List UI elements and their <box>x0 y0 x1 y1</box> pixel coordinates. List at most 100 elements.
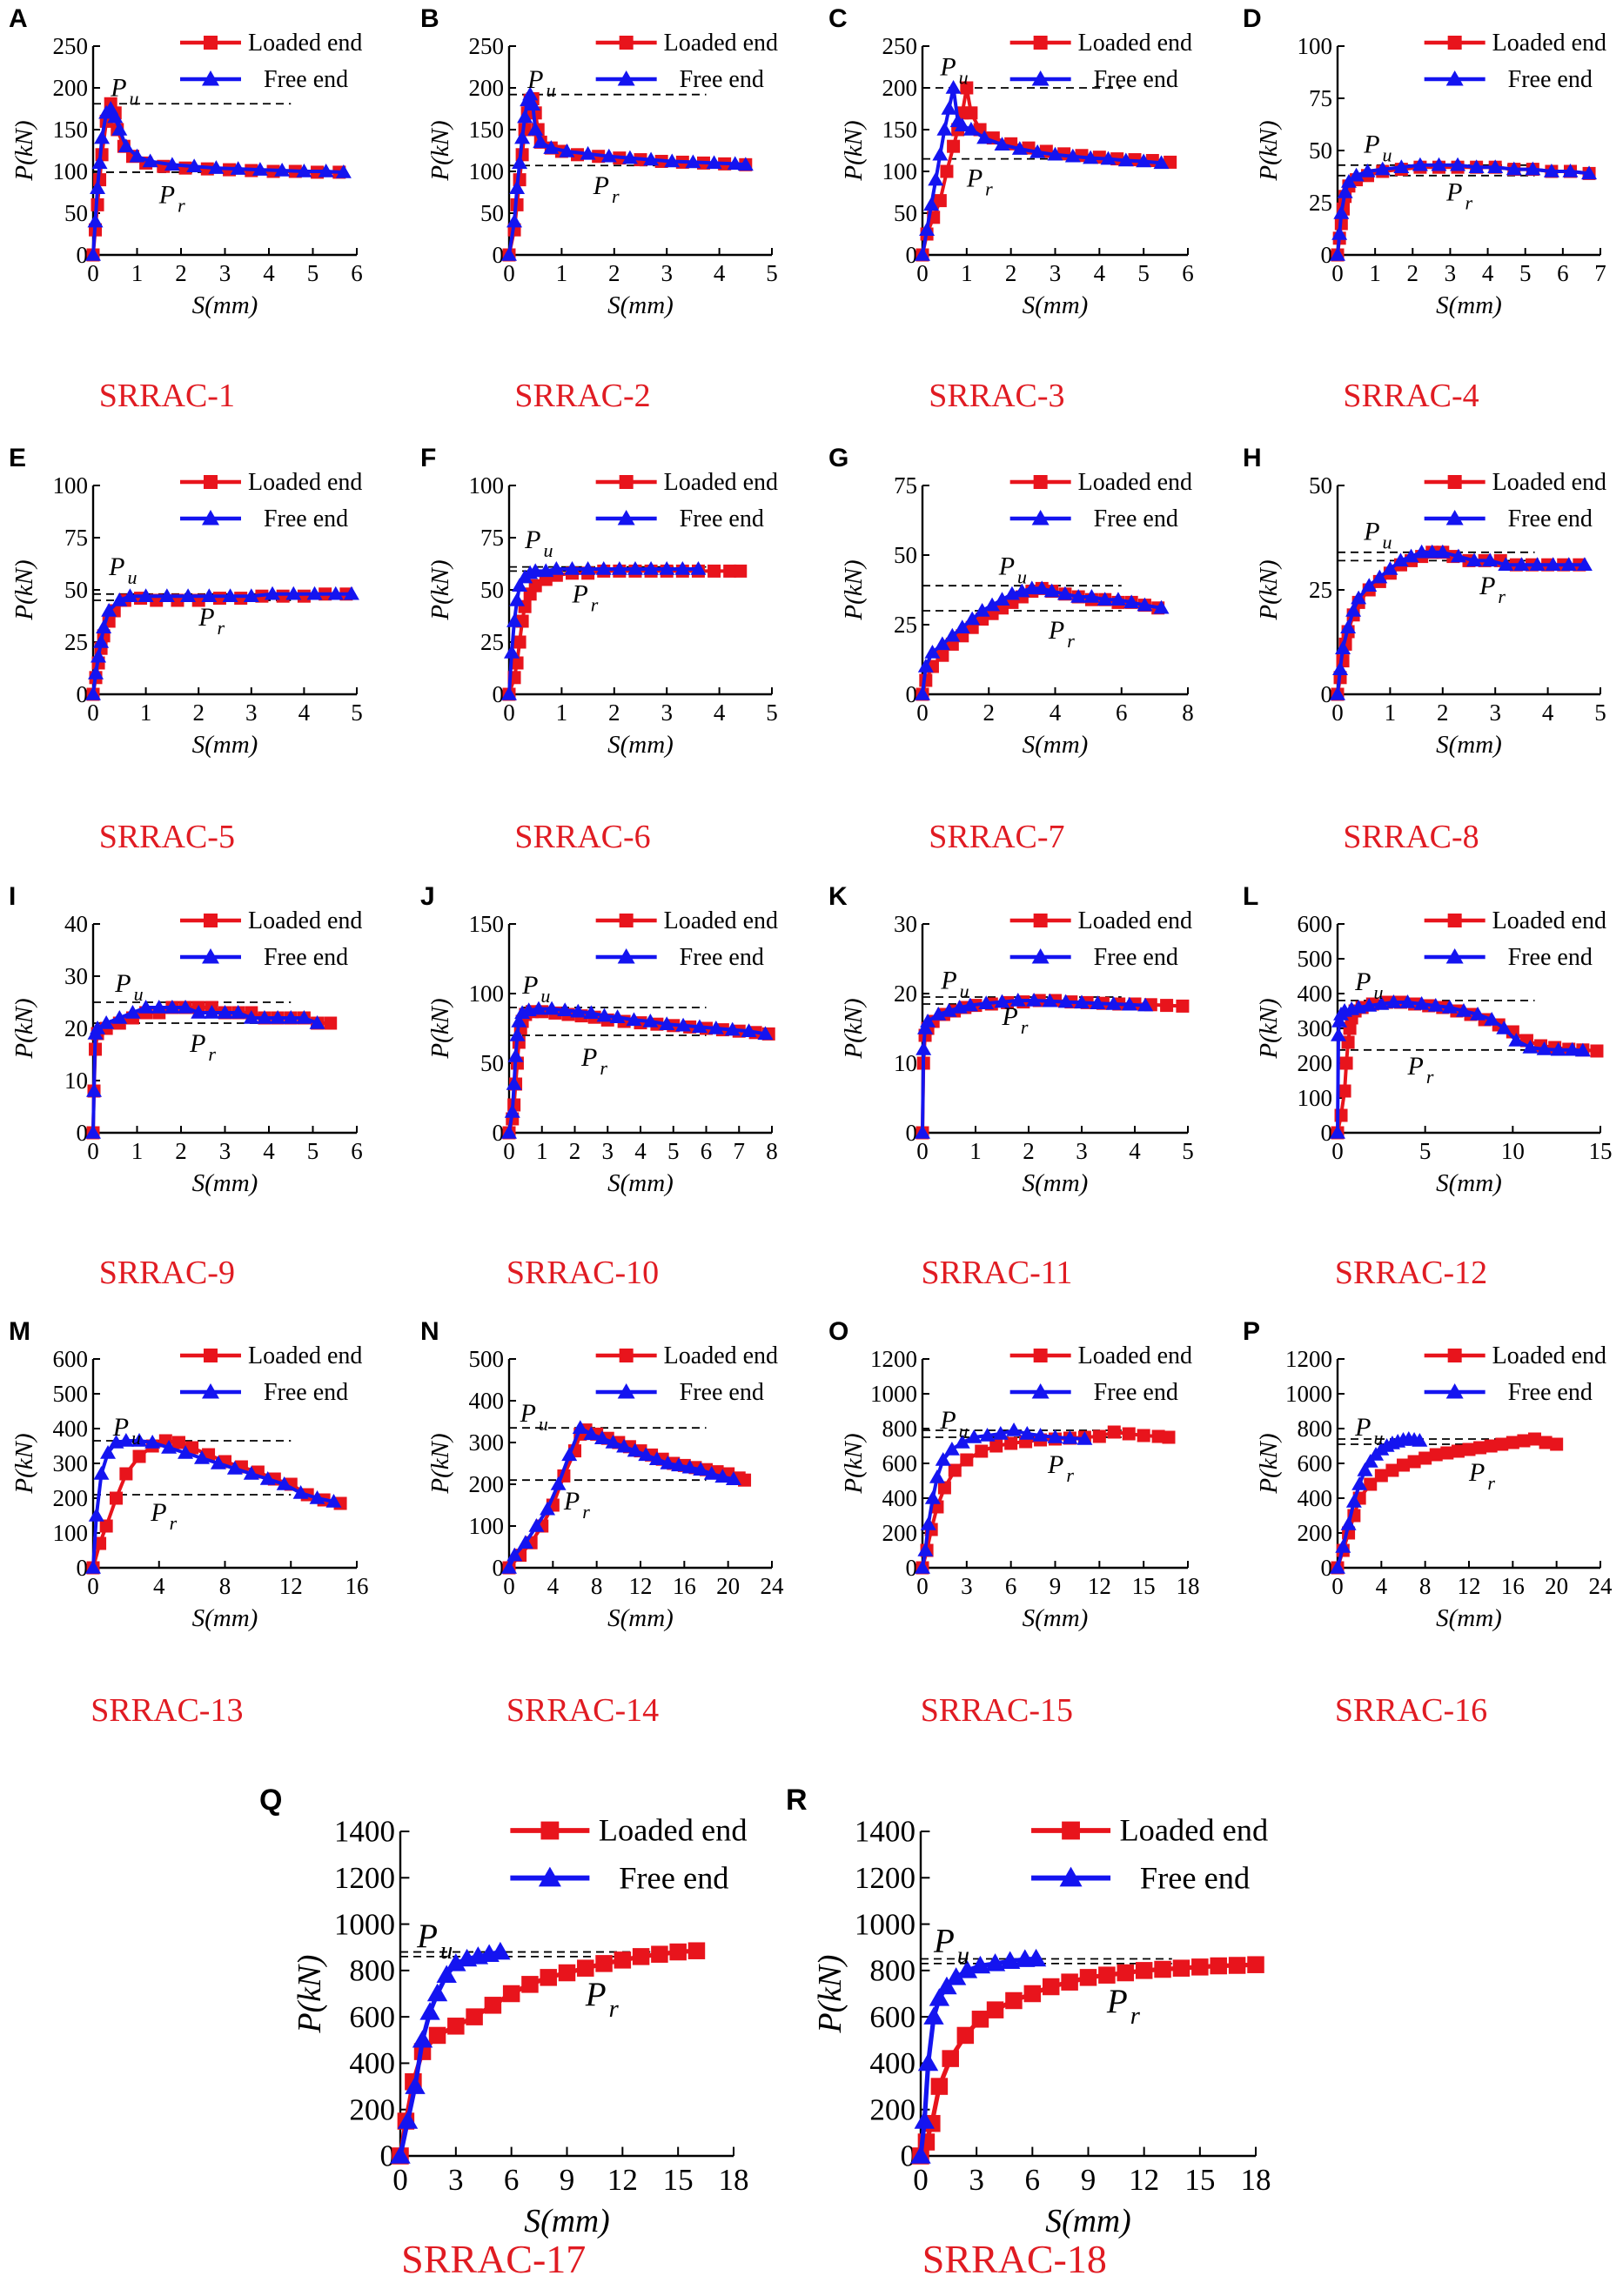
data-point-free-end <box>725 1471 741 1485</box>
data-point-free-end <box>671 1457 687 1472</box>
legend-loaded-end-text: Loaded end <box>1492 30 1606 57</box>
data-point-free-end <box>936 1976 957 1995</box>
y-axis-label: P(kN) <box>426 998 454 1059</box>
legend: Loaded end Free end <box>1424 1342 1606 1406</box>
data-point-free-end <box>928 171 944 186</box>
data-point-free-end <box>564 561 580 575</box>
legend: Loaded end Free end <box>179 1342 362 1406</box>
data-point-free-end <box>158 588 175 602</box>
x-tick-label: 0 <box>392 2163 408 2197</box>
data-point-free-end <box>506 1076 522 1090</box>
legend-free-end-marker <box>1445 948 1464 964</box>
data-point-free-end <box>98 1015 115 1029</box>
data-point-free-end <box>934 636 950 651</box>
panel-letter: A <box>9 4 28 33</box>
y-axis-label: P(kN) <box>1255 998 1283 1059</box>
data-point-free-end <box>1545 557 1561 571</box>
x-tick-label: 18 <box>718 2163 748 2197</box>
data-point-free-end <box>1403 548 1419 563</box>
data-point-free-end <box>1382 561 1398 575</box>
data-point-free-end <box>296 164 312 177</box>
panel-letter: I <box>9 882 16 911</box>
data-point-free-end <box>525 97 541 110</box>
data-point-loaded-end <box>975 1444 989 1458</box>
data-point-free-end <box>1550 1041 1566 1056</box>
data-point-free-end <box>517 109 533 124</box>
y-tick-label: 0 <box>493 1120 505 1146</box>
x-tick-label: 0 <box>503 700 515 726</box>
x-tick-label: 4 <box>714 260 726 286</box>
data-point-free-end <box>210 1456 226 1469</box>
chart-panel-C: C 0 50 100 150 200 250 0 1 2 3 4 5 6 S(mm) P(kN) P u P r Loa… <box>828 4 1194 414</box>
y-tick-label: 200 <box>869 2092 915 2126</box>
data-point-loaded-end <box>986 2001 1004 2018</box>
series-line-free-end <box>507 92 746 256</box>
y-tick-label: 250 <box>469 33 505 59</box>
x-tick-label: 20 <box>1545 1573 1568 1599</box>
data-point-free-end <box>1006 1422 1023 1436</box>
data-point-loaded-end <box>513 635 526 649</box>
data-point-free-end <box>583 1426 600 1441</box>
data-point-free-end <box>1496 1021 1512 1034</box>
x-tick-label: 2 <box>175 1138 187 1164</box>
panel-caption: SRRAC-11 <box>921 1255 1072 1291</box>
data-point-loaded-end <box>502 1985 520 2003</box>
data-point-free-end <box>924 645 941 659</box>
data-point-free-end <box>217 1005 233 1019</box>
x-tick-label: 5 <box>1419 1138 1432 1164</box>
data-point-free-end <box>86 1083 103 1097</box>
panel-letter: M <box>9 1317 30 1346</box>
legend-loaded-end-marker <box>619 475 634 489</box>
legend-free-end-text: Free end <box>1094 505 1178 532</box>
data-point-free-end <box>1056 586 1073 600</box>
data-point-free-end <box>1019 1426 1036 1440</box>
legend-free-end-text: Free end <box>680 944 764 971</box>
data-point-free-end <box>1330 1125 1345 1139</box>
data-point-free-end <box>642 1014 659 1028</box>
x-tick-label: 6 <box>1025 2163 1041 2197</box>
data-point-free-end <box>605 1435 621 1449</box>
data-point-free-end <box>419 2002 440 2020</box>
y-tick-label: 200 <box>469 75 505 101</box>
legend-free-end-marker <box>1059 1866 1083 1887</box>
data-point-free-end <box>274 163 291 177</box>
data-point-free-end <box>693 1462 709 1476</box>
legend-loaded-end-text: Loaded end <box>1119 1813 1268 1848</box>
y-axis-label: P(kN) <box>1255 1433 1283 1494</box>
legend-loaded-end-marker <box>1062 1821 1080 1840</box>
x-axis-label: S(mm) <box>1436 1169 1502 1197</box>
data-point-free-end <box>979 1428 996 1442</box>
y-tick-label: 0 <box>77 1555 89 1581</box>
data-point-loaded-end <box>1210 1957 1227 1975</box>
data-point-free-end <box>999 1951 1021 1969</box>
data-point-free-end <box>506 213 523 228</box>
legend-free-end-text: Free end <box>264 1379 348 1406</box>
data-point-free-end <box>929 1469 945 1483</box>
data-point-free-end <box>910 2145 931 2164</box>
legend-loaded-end-marker <box>619 914 634 927</box>
data-point-free-end <box>501 686 517 700</box>
data-point-loaded-end <box>171 1436 185 1449</box>
panel-letter: J <box>420 882 435 911</box>
data-point-free-end <box>504 645 520 659</box>
data-point-free-end <box>129 148 145 163</box>
y-tick-label: 0 <box>493 681 505 707</box>
data-point-free-end <box>1508 1033 1525 1047</box>
data-point-free-end <box>1427 998 1444 1012</box>
legend-loaded-end-text: Loaded end <box>1078 30 1192 57</box>
y-tick-label: 100 <box>1298 1085 1333 1111</box>
data-point-loaded-end <box>942 2050 959 2067</box>
data-point-free-end <box>1332 661 1349 675</box>
x-tick-label: 2 <box>983 700 996 726</box>
data-point-loaded-end <box>1484 1439 1498 1453</box>
data-point-free-end <box>1484 1012 1500 1026</box>
y-tick-label: 25 <box>1309 190 1332 216</box>
y-tick-label: 100 <box>469 158 505 184</box>
